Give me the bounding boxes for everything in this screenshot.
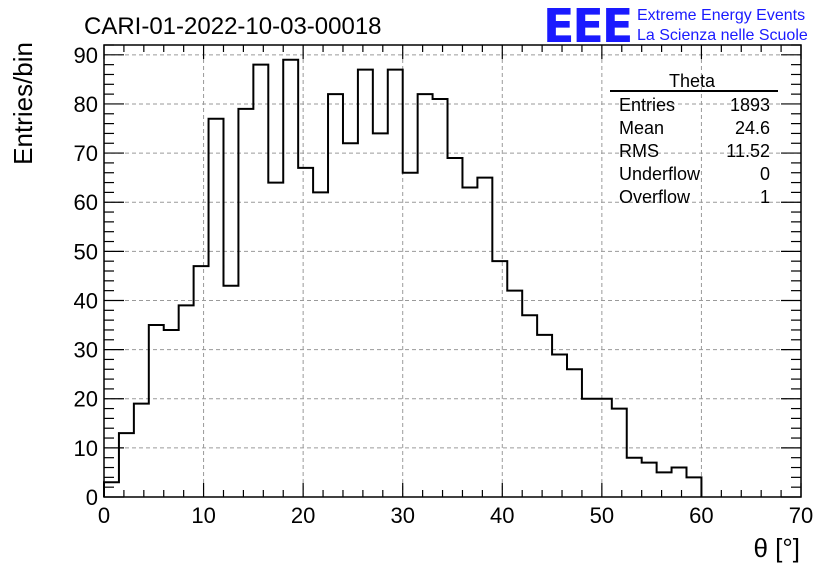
x-tick-label: 10 — [191, 503, 215, 528]
axis-ticks — [103, 44, 802, 498]
x-tick-label: 60 — [689, 503, 713, 528]
histogram-line — [103, 58, 703, 497]
x-tick-label: 0 — [98, 503, 110, 528]
y-tick-labels: 0 10 20 30 40 50 60 70 80 90 — [74, 43, 98, 510]
logo-line-1: Extreme Energy Events — [637, 7, 805, 24]
eee-logo-mark: EEE — [543, 0, 631, 53]
y-tick-label: 50 — [74, 239, 98, 264]
y-tick-label: 40 — [74, 288, 98, 313]
y-tick-label: 90 — [74, 43, 98, 68]
y-tick-label: 0 — [86, 485, 98, 510]
y-tick-label: 80 — [74, 92, 98, 117]
stats-value: 11.52 — [726, 141, 770, 161]
plot-frame — [103, 44, 802, 498]
y-tick-label: 20 — [74, 387, 98, 412]
x-tick-label: 30 — [390, 503, 414, 528]
y-axis-title: Entries/bin — [8, 42, 38, 165]
chart-title: CARI-01-2022-10-03-00018 — [84, 13, 382, 40]
stats-box-title: Theta — [669, 71, 716, 91]
eee-logo: EEE Extreme Energy Events La Scienza nel… — [543, 0, 808, 53]
x-tick-labels: 0 10 20 30 40 50 60 70 — [98, 503, 813, 528]
y-tick-label: 30 — [74, 338, 98, 363]
stats-label: Mean — [619, 118, 664, 138]
logo-line-2: La Scienza nelle Scuole — [637, 27, 808, 44]
y-tick-label: 60 — [74, 190, 98, 215]
stats-rows: Entries 1893 Mean 24.6 RMS 11.52 Underflow 0 Ove… — [619, 95, 770, 207]
y-tick-label: 10 — [74, 436, 98, 461]
y-tick-label: 70 — [74, 141, 98, 166]
stats-label: RMS — [619, 141, 659, 161]
x-axis-title: θ [°] — [753, 533, 800, 563]
stats-value: 1 — [760, 187, 770, 207]
stats-value: 24.6 — [735, 118, 770, 138]
stats-value: 0 — [760, 164, 770, 184]
x-tick-label: 40 — [490, 503, 514, 528]
grid-lines — [104, 45, 801, 497]
x-tick-label: 70 — [789, 503, 813, 528]
x-tick-label: 50 — [590, 503, 614, 528]
stats-label: Underflow — [619, 164, 701, 184]
stats-box: Theta Entries 1893 Mean 24.6 RMS 11.52 Underfl… — [610, 71, 778, 207]
stats-label: Entries — [619, 95, 675, 115]
stats-value: 1893 — [730, 95, 770, 115]
x-tick-label: 20 — [291, 503, 315, 528]
stats-label: Overflow — [619, 187, 691, 207]
